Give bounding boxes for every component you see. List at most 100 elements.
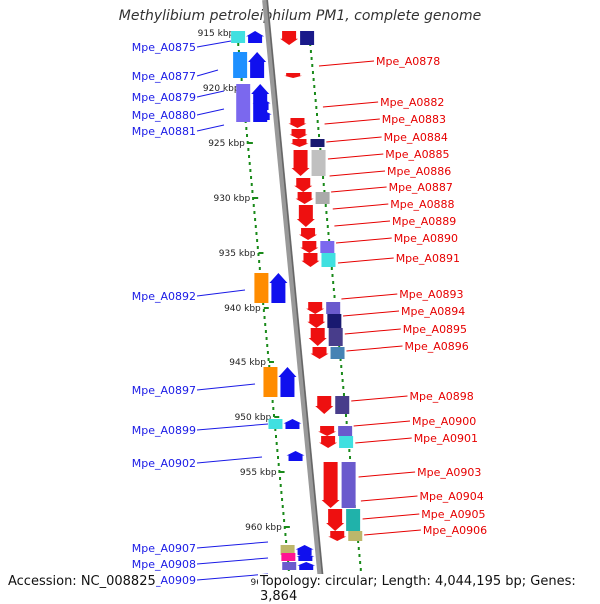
right-gene-label: Mpe_A0898 [410,390,474,403]
kbp-tick-label: 940 kbp [224,304,261,314]
reverse-gene-arrow [289,129,308,139]
rail-dot [327,232,330,235]
rail-dot [332,288,335,291]
rail-dot [262,302,265,305]
accession-text: Accession: NC_008825 [8,574,156,589]
rail-dot [315,106,318,109]
left-cog-box [281,553,296,561]
rail-dot [342,386,345,389]
right-cog-box [346,509,361,531]
rail-dot [268,365,271,368]
forward-gene-arrow [296,553,315,561]
rail-dot [342,393,345,396]
right-leader-line [327,153,384,160]
forward-gene-arrow [246,31,265,43]
reverse-gene-arrow [310,347,329,359]
right-leader-line [329,170,386,177]
rail-dot [315,113,318,116]
kbp-tick-label: 930 kbp [213,194,250,204]
rail-dot [340,372,343,375]
rail-dot [256,246,259,249]
right-cog-box [327,314,342,328]
rail-dot [266,351,269,354]
rail-dot [330,267,333,270]
rail-dot [275,442,278,445]
left-gene-label: Mpe_A0881 [132,125,196,138]
right-gene-label: Mpe_A0888 [390,198,454,211]
left-gene-label: Mpe_A0907 [132,542,196,555]
right-leader-line [364,529,421,536]
rail-dot [252,204,255,207]
map-title: Methylibium petroleiphilum PM1, complete… [118,8,482,24]
reverse-gene-arrow [299,228,318,240]
rail-dot [358,554,361,557]
rail-dot [333,295,336,298]
right-leader-line [332,203,389,210]
left-leader-line [196,40,232,48]
rail-dot [357,540,360,543]
rail-dot [332,281,335,284]
reverse-gene-arrow [307,314,326,328]
reverse-gene-arrow [294,178,313,192]
right-gene-label: Mpe_A0893 [399,288,463,301]
right-leader-line [324,118,380,125]
rail-dot [325,211,328,214]
right-leader-line [326,136,382,143]
left-leader-line [196,69,219,77]
reverse-gene-arrow [319,436,338,448]
rail-dot [323,190,326,193]
rail-dot [272,414,275,417]
kbp-tick-label: 950 kbp [235,413,272,423]
kbp-tick-label: 945 kbp [229,358,266,368]
forward-gene-arrow [269,273,288,303]
right-leader-line [344,328,401,335]
rail-dot [316,120,319,123]
rail-dot [272,407,275,410]
left-gene-label: Mpe_A0892 [132,290,196,303]
right-leader-line [346,345,403,352]
backbone-shadow [266,0,326,600]
right-leader-line [341,293,398,300]
rail-dot [322,183,325,186]
rail-dot [255,232,258,235]
kbp-tick-label: 925 kbp [208,139,245,149]
forward-gene-arrow [278,367,297,397]
rail-dot [281,498,284,501]
right-cog-box [338,426,353,436]
reverse-gene-arrow [280,31,299,45]
reverse-gene-arrow [284,73,303,78]
rail-dot [265,337,268,340]
rail-dot [253,211,256,214]
rail-dot [266,344,269,347]
left-gene-label: Mpe_A0875 [132,41,196,54]
rail-dot [277,456,280,459]
left-gene-label: Mpe_A0908 [132,558,196,571]
left-leader-line [196,383,256,391]
right-gene-label: Mpe_A0905 [421,508,485,521]
rail-dot [262,309,265,312]
right-gene-label: Mpe_A0889 [392,215,456,228]
rail-dot [263,316,266,319]
rail-dot [257,253,260,256]
rail-dot [264,330,267,333]
rail-dot [258,260,261,263]
right-gene-label: Mpe_A0894 [401,305,465,318]
right-leader-line [362,513,420,520]
right-cog-box [330,347,345,359]
rail-dot [277,463,280,466]
rail-dot [249,169,252,172]
left-cog-box [263,367,278,397]
left-leader-line [196,423,269,431]
topology-text: Topology: circular; Length: 4,044,195 bp… [258,574,600,604]
right-gene-label: Mpe_A0891 [396,252,460,265]
rail-dot [252,197,255,200]
rail-dot [248,155,251,158]
rail-dot [312,78,315,81]
left-leader-line [196,541,269,549]
right-cog-box [315,192,330,204]
right-gene-label: Mpe_A0904 [420,490,484,503]
rail-dot [359,568,362,571]
right-gene-label: Mpe_A0896 [405,340,469,353]
forward-gene-arrow [283,419,302,429]
rail-dot [283,526,286,529]
